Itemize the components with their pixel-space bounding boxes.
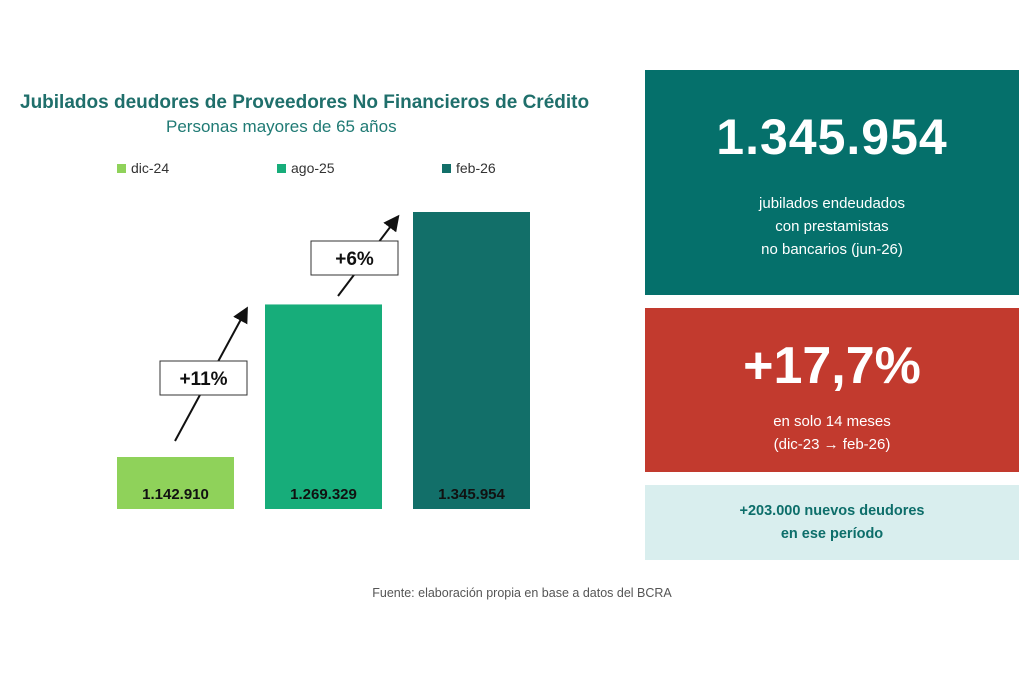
chart-subtitle: Personas mayores de 65 años [166, 117, 397, 136]
total-debtors-line-3: no bancarios (jun-26) [761, 241, 903, 258]
total-debtors-card: 1.345.954 jubilados endeudados con prest… [645, 70, 1019, 295]
growth-value: +17,7% [743, 337, 921, 395]
source-note: Fuente: elaboración propia en base a dat… [372, 586, 672, 600]
growth-card: +17,7% en solo 14 meses (dic-23 → feb-26… [645, 308, 1019, 472]
legend-label-feb-26: feb-26 [456, 160, 496, 176]
bar-dic-24 [117, 457, 234, 509]
legend-swatch-feb-26 [442, 163, 451, 173]
new-debtors-card: +203.000 nuevos deudores en ese período [645, 485, 1019, 560]
legend-item-dic-24: dic-24 [117, 159, 169, 177]
bar-value-label-ago-25: 1.269.329 [290, 486, 357, 503]
growth-annotation-label-1: +11% [179, 369, 227, 390]
chart-title: Jubilados deudores de Proveedores No Fin… [20, 92, 590, 113]
bar-ago-25 [265, 304, 382, 509]
new-debtors-description: +203.000 nuevos deudores en ese período [740, 500, 925, 546]
legend-item-feb-26: feb-26 [442, 159, 496, 177]
total-debtors-value: 1.345.954 [716, 109, 948, 165]
growth-line-1: en solo 14 meses [773, 413, 891, 430]
bar-value-label-feb-26: 1.345.954 [438, 486, 505, 503]
bar-chart: 1.142.910 1.269.329 1.345.954 +11% +6% [117, 212, 530, 509]
total-debtors-description: jubilados endeudados con prestamistas no… [759, 192, 905, 261]
new-debtors-line-2: en ese período [780, 525, 884, 542]
legend-label-ago-25: ago-25 [291, 160, 335, 176]
growth-annotation-label-2: +6% [335, 249, 374, 270]
growth-annotation-box-1 [159, 360, 248, 396]
total-debtors-line-1: jubilados endeudados [759, 195, 905, 212]
new-debtors-line-1: +203.000 nuevos deudores [739, 502, 925, 519]
growth-annotation-box-2 [310, 240, 399, 276]
bar-feb-26 [413, 212, 530, 509]
legend-item-ago-25: ago-25 [277, 159, 335, 177]
legend-swatch-dic-24 [117, 163, 126, 173]
legend-label-dic-24: dic-24 [131, 160, 170, 176]
growth-line-2: (dic-23 → feb-26) [773, 436, 891, 453]
growth-description: en solo 14 meses (dic-23 → feb-26) [773, 410, 891, 456]
legend-swatch-ago-25 [277, 163, 286, 173]
bar-value-label-dic-24: 1.142.910 [142, 486, 209, 503]
total-debtors-line-2: con prestamistas [775, 218, 889, 235]
